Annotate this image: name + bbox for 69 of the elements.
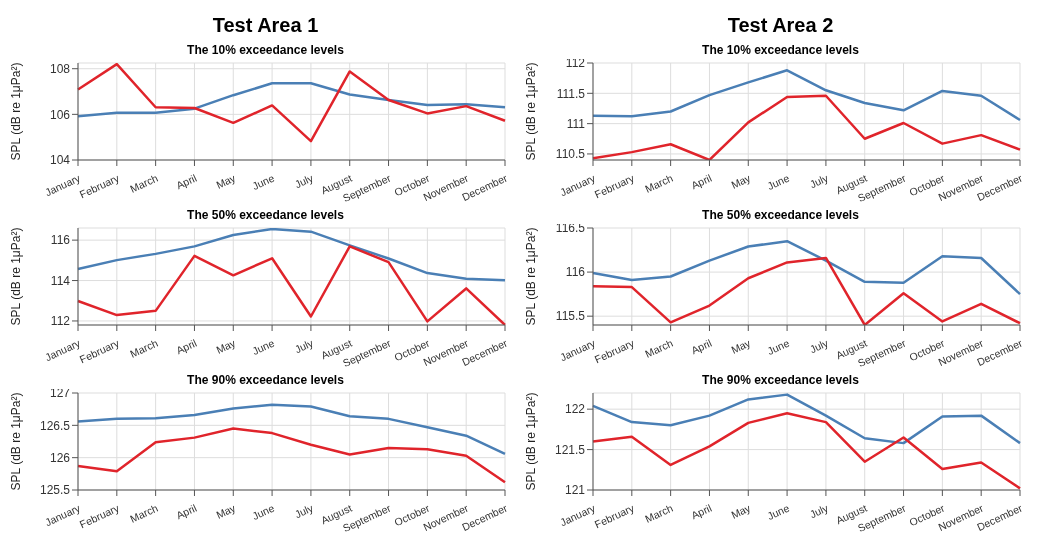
chart-title: The 50% exceedance levels bbox=[186, 208, 345, 224]
x-tick-label: July bbox=[807, 171, 831, 191]
y-tick-label: 115.5 bbox=[555, 309, 586, 324]
x-tick-label: June bbox=[765, 336, 792, 358]
y-tick-label: 111 bbox=[566, 116, 586, 131]
x-tick-label: July bbox=[292, 336, 316, 356]
y-tick-label: 122 bbox=[564, 402, 586, 417]
y-tick-label: 116.5 bbox=[555, 221, 586, 236]
chart-title: The 90% exceedance levels bbox=[701, 373, 860, 389]
y-tick-label: 114 bbox=[50, 273, 71, 288]
y-tick-label: 112 bbox=[50, 314, 71, 329]
chart-title: The 10% exceedance levels bbox=[702, 43, 859, 57]
y-tick-label: 127 bbox=[49, 386, 71, 401]
y-axis-title: SPL (dB re 1μPa²) bbox=[524, 227, 538, 326]
x-tick-label: May bbox=[729, 171, 753, 191]
x-tick-label: June bbox=[250, 501, 277, 523]
x-tick-label: May bbox=[729, 336, 753, 356]
y-tick-label: 116 bbox=[565, 265, 586, 280]
text: Test Area 1 bbox=[211, 13, 320, 38]
y-tick-label: 121.5 bbox=[554, 442, 586, 457]
x-tick-label: March bbox=[643, 171, 675, 195]
line-series bbox=[76, 82, 507, 118]
x-tick-label: May bbox=[214, 336, 238, 356]
y-tick-label: 125.5 bbox=[39, 483, 71, 498]
y-axis-title: SPL (dB re 1μPa²) bbox=[524, 392, 538, 491]
text: Test Area 2 bbox=[726, 13, 835, 38]
x-tick-label: July bbox=[292, 501, 316, 521]
x-tick-label: May bbox=[214, 171, 238, 191]
x-tick-label: June bbox=[250, 171, 277, 193]
x-tick-label: March bbox=[128, 171, 160, 195]
x-tick-label: June bbox=[765, 501, 792, 523]
y-axis-title: SPL (dB re 1μPa²) bbox=[9, 227, 23, 326]
x-tick-label: March bbox=[643, 336, 675, 360]
y-tick-label: 104 bbox=[49, 153, 71, 168]
y-tick-label: 111.5 bbox=[556, 86, 586, 101]
x-tick-label: April bbox=[174, 501, 199, 522]
line-series bbox=[76, 427, 507, 484]
y-axis-title: SPL (dB re 1μPa²) bbox=[524, 62, 538, 161]
x-tick-label: April bbox=[689, 501, 714, 522]
x-tick-label: April bbox=[174, 336, 199, 357]
chart-title: The 50% exceedance levels bbox=[702, 208, 859, 222]
y-tick-label: 112 bbox=[565, 56, 586, 71]
y-tick-label: 106 bbox=[49, 107, 71, 122]
line-series bbox=[591, 239, 1022, 296]
x-tick-label: March bbox=[128, 501, 160, 525]
x-tick-label: June bbox=[250, 336, 277, 358]
x-tick-label: March bbox=[643, 501, 675, 525]
chart-title: The 90% exceedance levels bbox=[187, 373, 344, 387]
y-tick-label: 110.5 bbox=[555, 147, 586, 162]
x-tick-label: June bbox=[765, 171, 792, 193]
x-tick-label: April bbox=[689, 336, 714, 357]
y-axis-title: SPL (dB re 1μPa²) bbox=[9, 392, 23, 491]
x-tick-label: July bbox=[807, 501, 831, 521]
chart-title: The 10% exceedance levels bbox=[186, 43, 345, 59]
y-axis-title: SPL (dB re 1μPa²) bbox=[9, 62, 23, 161]
x-tick-label: July bbox=[292, 171, 316, 191]
x-tick-label: March bbox=[128, 336, 160, 360]
x-tick-label: July bbox=[807, 336, 831, 356]
line-series bbox=[591, 69, 1022, 122]
x-tick-label: May bbox=[214, 501, 238, 521]
x-tick-label: May bbox=[729, 501, 753, 521]
y-tick-label: 116 bbox=[50, 233, 71, 248]
line-series bbox=[76, 403, 507, 456]
y-tick-label: 126.5 bbox=[39, 418, 71, 433]
y-tick-label: 126 bbox=[49, 450, 71, 465]
x-tick-label: April bbox=[689, 171, 714, 192]
y-tick-label: 108 bbox=[49, 61, 71, 76]
x-tick-label: April bbox=[174, 171, 199, 192]
y-tick-label: 121 bbox=[564, 483, 586, 498]
